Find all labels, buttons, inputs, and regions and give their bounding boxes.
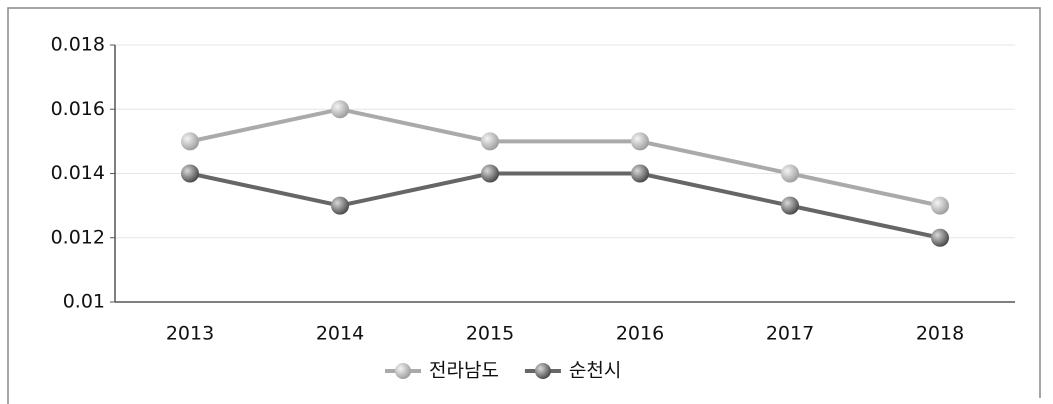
x-tick-label: 2013 xyxy=(166,323,214,345)
x-tick-label: 2015 xyxy=(466,323,514,345)
point-marker xyxy=(781,164,799,183)
frame xyxy=(7,7,1041,404)
series-line xyxy=(189,171,941,240)
point-marker xyxy=(781,196,799,215)
point-marker xyxy=(181,132,199,151)
y-tick-label: 0.01 xyxy=(63,291,105,313)
legend-marker xyxy=(534,363,551,379)
point-marker xyxy=(331,100,349,119)
point-marker xyxy=(931,196,949,215)
y-tick-label: 0.016 xyxy=(51,98,105,120)
x-tick-label: 2017 xyxy=(766,323,814,345)
x-tick-label: 2014 xyxy=(316,323,364,345)
point-marker xyxy=(481,132,499,151)
y-tick-label: 0.014 xyxy=(51,162,105,184)
x-tick-label: 2016 xyxy=(616,323,664,345)
point-marker xyxy=(481,164,499,183)
legend-marker xyxy=(395,363,411,379)
y-tick-label: 0.018 xyxy=(51,34,105,56)
point-marker xyxy=(331,196,349,215)
series-line xyxy=(189,107,941,208)
point-marker xyxy=(181,164,199,183)
x-tick-label: 2018 xyxy=(916,323,964,345)
point-marker xyxy=(631,132,649,151)
legend-label: 전라남도 xyxy=(429,360,499,382)
point-marker xyxy=(631,164,649,183)
point-marker xyxy=(931,228,949,247)
y-tick-label: 0.012 xyxy=(51,226,105,248)
legend-label: 순천시 xyxy=(569,360,621,382)
